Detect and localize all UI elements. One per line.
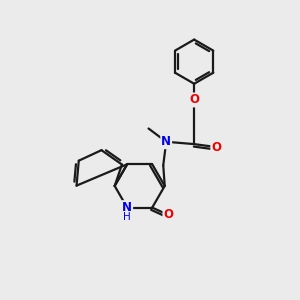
Text: O: O — [189, 93, 199, 106]
Text: O: O — [164, 208, 173, 221]
Text: N: N — [161, 135, 171, 148]
Text: H: H — [123, 212, 131, 222]
Text: N: N — [122, 201, 132, 214]
Text: O: O — [211, 141, 221, 154]
